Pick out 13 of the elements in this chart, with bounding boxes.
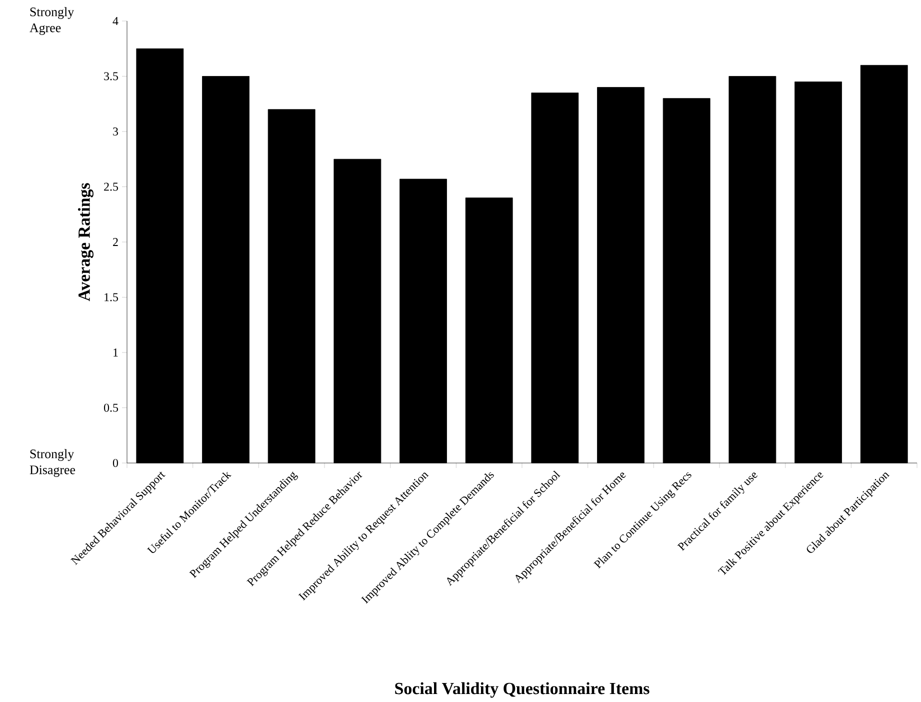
y-tick-label: 3 [113, 127, 118, 136]
y-axis-title: Average Ratings [78, 183, 94, 302]
y-tick-label: 1 [114, 348, 118, 356]
y-tick-label: 0.5 [104, 404, 118, 412]
y-tick-label: 2.5 [104, 182, 118, 191]
y-tick-label: 1.5 [104, 293, 118, 302]
y-tick-label: 0 [112, 458, 118, 468]
x-axis-title: Social Validity Questionnaire Items [395, 682, 650, 698]
text: Strongly Agree [30, 7, 74, 35]
y-tick-label: 3.5 [104, 72, 118, 80]
text: Strongly Disagree [30, 449, 76, 477]
y-tick-label: 2 [113, 238, 118, 246]
y-tick-label: 4 [112, 17, 118, 25]
